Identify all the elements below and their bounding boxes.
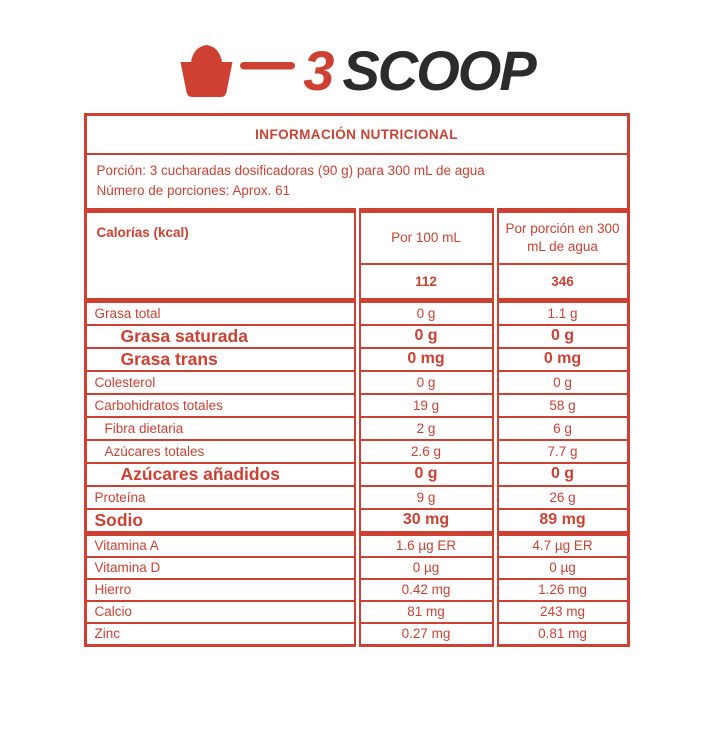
- nutrient-value-per-100ml: 0 g: [353, 323, 496, 349]
- nutrition-table: INFORMACIÓN NUTRICIONAL Porción: 3 cucha…: [83, 113, 630, 647]
- nutrient-row-sodio: Sodio 30 mg 89 mg: [84, 507, 629, 534]
- nutrient-name: Fibra dietaria: [84, 415, 358, 441]
- nutrient-value-per-portion: 58 g: [491, 392, 629, 418]
- nutrient-row-proteina: Proteína 9 g 26 g: [84, 484, 629, 510]
- nutrient-value-per-100ml: 30 mg: [353, 507, 496, 534]
- nutrient-row-fibra: Fibra dietaria 2 g 6 g: [84, 415, 629, 441]
- micronutrient-row-vitamina-a: Vitamina A 1.6 µg ER 4.7 µg ER: [84, 530, 629, 558]
- nutrient-name: Calcio: [84, 599, 358, 624]
- nutrient-name: Sodio: [84, 507, 358, 534]
- calories-header-row: Calorías (kcal) Por 100 mL Por porción e…: [84, 207, 629, 301]
- nutrient-name: Grasa total: [84, 297, 358, 326]
- micronutrient-row-calcio: Calcio 81 mg 243 mg: [84, 599, 629, 624]
- nutrient-value-per-100ml: 1.6 µg ER: [353, 530, 496, 558]
- nutrient-value-per-100ml: 0 g: [353, 369, 496, 395]
- nutrient-row-azucares-totales: Azúcares totales 2.6 g 7.7 g: [84, 438, 629, 464]
- nutrient-value-per-100ml: 2 g: [353, 415, 496, 441]
- nutrient-value-per-100ml: 0.42 mg: [353, 577, 496, 602]
- calories-per-portion: 346: [491, 262, 629, 301]
- nutrient-value-per-100ml: 0.27 mg: [353, 621, 496, 646]
- nutrient-name: Azúcares totales: [84, 438, 358, 464]
- nutrient-row-azucares-anadidos: Azúcares añadidos 0 g 0 g: [84, 461, 629, 487]
- nutrient-name: Zinc: [84, 621, 358, 646]
- nutrient-name: Hierro: [84, 577, 358, 602]
- nutrient-row-carbohidratos: Carbohidratos totales 19 g 58 g: [84, 392, 629, 418]
- nutrient-value-per-100ml: 0 µg: [353, 555, 496, 580]
- nutrient-value-per-portion: 0 g: [491, 461, 629, 487]
- nutrient-value-per-100ml: 9 g: [353, 484, 496, 510]
- scoop-logo: 3 SCOOP: [0, 40, 713, 102]
- nutrient-value-per-portion: 7.7 g: [491, 438, 629, 464]
- nutrient-value-per-portion: 0.81 mg: [491, 621, 629, 646]
- nutrient-value-per-portion: 243 mg: [491, 599, 629, 624]
- scoop-wordmark: 3 SCOOP: [303, 43, 536, 99]
- nutrient-value-per-portion: 0 g: [491, 369, 629, 395]
- title-row: INFORMACIÓN NUTRICIONAL: [84, 113, 629, 155]
- nutrient-value-per-portion: 1.26 mg: [491, 577, 629, 602]
- column-header-per-portion: Por porción en 300 mL de agua: [491, 207, 629, 265]
- nutrient-value-per-100ml: 2.6 g: [353, 438, 496, 464]
- nutrient-value-per-100ml: 0 mg: [353, 346, 496, 372]
- nutrient-value-per-100ml: 81 mg: [353, 599, 496, 624]
- column-header-per-100ml: Por 100 mL: [353, 207, 496, 265]
- nutrient-value-per-portion: 0 µg: [491, 555, 629, 580]
- nutrient-name: Azúcares añadidos: [84, 461, 358, 487]
- nutrient-name: Grasa saturada: [84, 323, 358, 349]
- serving-size: Porción: 3 cucharadas dosificadoras (90 …: [96, 163, 485, 178]
- nutrient-row-grasa-total: Grasa total 0 g 1.1 g: [84, 297, 629, 326]
- nutrient-value-per-portion: 26 g: [491, 484, 629, 510]
- nutrient-name: Grasa trans: [84, 346, 358, 372]
- serving-info: Porción: 3 cucharadas dosificadoras (90 …: [84, 153, 629, 211]
- nutrient-name: Proteína: [84, 484, 358, 510]
- nutrient-row-grasa-saturada: Grasa saturada 0 g 0 g: [84, 323, 629, 349]
- nutrient-value-per-portion: 1.1 g: [491, 297, 629, 326]
- calories-value-row: 112 346: [85, 262, 629, 301]
- scoop-icon: [180, 44, 296, 97]
- calories-per-100ml: 112: [353, 262, 496, 301]
- nutrient-value-per-portion: 89 mg: [491, 507, 629, 534]
- serving-row: Porción: 3 cucharadas dosificadoras (90 …: [84, 153, 629, 211]
- nutrient-row-colesterol: Colesterol 0 g 0 g: [84, 369, 629, 395]
- nutrient-value-per-100ml: 0 g: [353, 297, 496, 326]
- micronutrient-row-vitamina-d: Vitamina D 0 µg 0 µg: [84, 555, 629, 580]
- nutrient-row-grasa-trans: Grasa trans 0 mg 0 mg: [84, 346, 629, 372]
- nutrient-value-per-portion: 0 mg: [491, 346, 629, 372]
- table-title: INFORMACIÓN NUTRICIONAL: [84, 113, 629, 155]
- scoop-word: SCOOP: [342, 39, 536, 102]
- servings-count: Número de porciones: Aprox. 61: [96, 183, 291, 199]
- nutrient-name: Vitamina A: [84, 530, 358, 558]
- nutrient-value-per-portion: 6 g: [491, 415, 629, 441]
- nutrition-label-page: 3 SCOOP INFORMACIÓN NUTRICIONAL Porción: …: [0, 40, 713, 753]
- calories-label: Calorías (kcal): [84, 207, 358, 301]
- scoop-count: 3: [303, 39, 334, 102]
- nutrient-value-per-portion: 4.7 µg ER: [491, 530, 629, 558]
- nutrient-value-per-100ml: 0 g: [353, 461, 496, 487]
- nutrient-value-per-portion: 0 g: [491, 323, 629, 349]
- nutrient-name: Vitamina D: [84, 555, 358, 580]
- nutrient-name: Carbohidratos totales: [84, 392, 358, 418]
- micronutrient-row-zinc: Zinc 0.27 mg 0.81 mg: [84, 621, 629, 646]
- nutrient-name: Colesterol: [84, 369, 358, 395]
- micronutrient-row-hierro: Hierro 0.42 mg 1.26 mg: [84, 577, 629, 602]
- nutrient-value-per-100ml: 19 g: [353, 392, 496, 418]
